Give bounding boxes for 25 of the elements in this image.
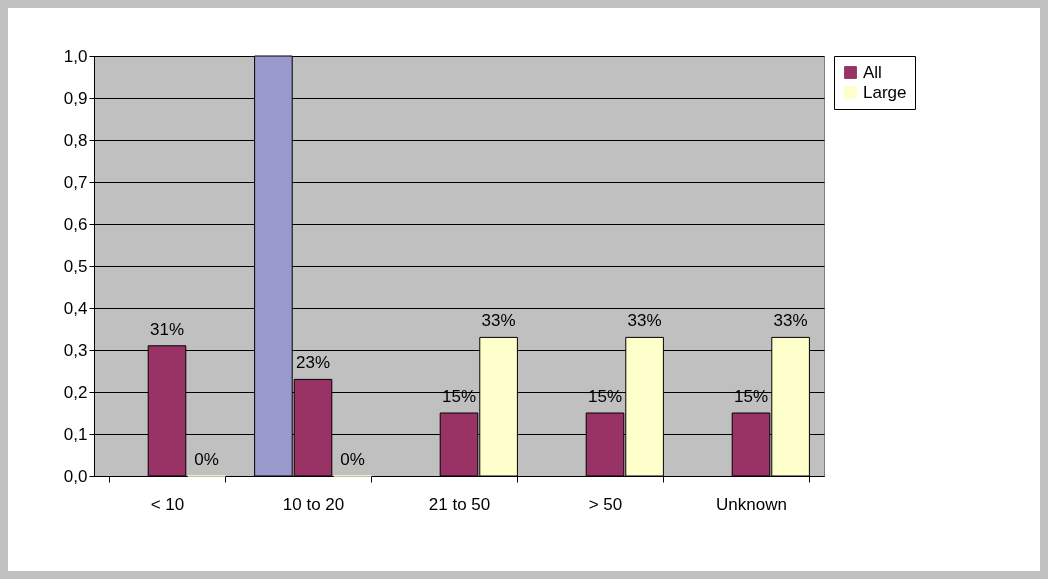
y-tick-label: 0,8 xyxy=(63,130,88,150)
data-label: 33% xyxy=(627,311,662,331)
legend-label: All xyxy=(863,62,882,82)
data-label: 31% xyxy=(149,319,185,339)
data-label: 0% xyxy=(340,450,365,469)
y-tick-label: 0,0 xyxy=(63,466,88,486)
x-tick-label: > 50 xyxy=(588,494,623,514)
data-label: 0% xyxy=(194,450,219,469)
y-tick-label: 1,0 xyxy=(63,46,88,66)
y-tick-label: 0,4 xyxy=(63,298,88,318)
x-tick-label: 21 to 50 xyxy=(428,494,491,514)
x-tick-label: 10 to 20 xyxy=(282,494,345,514)
y-tick-label: 0,7 xyxy=(63,172,88,192)
legend-label: Large xyxy=(863,82,907,102)
y-tick-label: 0,3 xyxy=(63,340,88,360)
data-label: 33% xyxy=(481,311,516,331)
x-tick-label: < 10 xyxy=(150,494,185,514)
data-label: 33% xyxy=(773,311,808,331)
y-tick-label: 0,2 xyxy=(63,382,88,402)
x-tick-label: Unknown xyxy=(716,494,787,514)
data-label: 23% xyxy=(295,353,331,373)
y-tick-label: 0,6 xyxy=(63,214,88,234)
y-tick-label: 0,1 xyxy=(63,424,88,444)
y-tick-label: 0,9 xyxy=(63,88,88,108)
y-tick-label: 0,5 xyxy=(63,256,88,276)
